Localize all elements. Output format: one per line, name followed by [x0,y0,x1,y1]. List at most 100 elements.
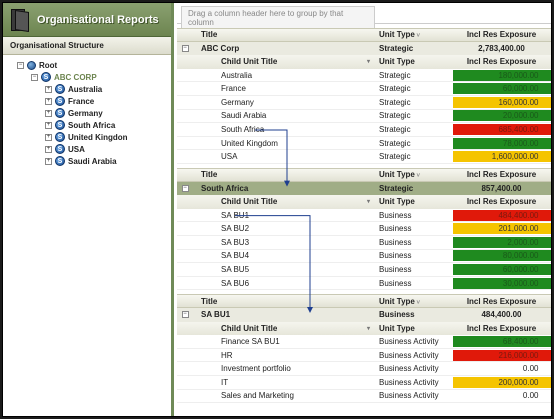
child-exposure-cell: 68,400.00 [450,335,551,347]
child-header-row: Child Unit Title ▾ Unit Type Incl Res Expos… [177,195,551,209]
tree-item-label: Root [39,60,58,70]
table-row[interactable]: USA Strategic 1,600,000.00 [177,150,551,164]
child-unit-type: Business [379,251,412,261]
table-row[interactable]: United Kingdom Strategic 78,000.00 [177,137,551,151]
child-unit-title: Investment portfolio [221,364,291,374]
expand-icon[interactable]: + [45,157,52,165]
table-row[interactable]: South Africa Strategic 685,400.00 [177,123,551,137]
exposure-value: 180,000.00 [452,69,551,81]
sort-icon[interactable]: ˅ [414,299,421,306]
strategic-unit-icon: S [55,132,65,142]
child-exposure-cell: 30,000.00 [450,277,551,289]
tree-item-label: ABC CORP [54,72,97,82]
column-header-unit-type: Unit Type [379,197,415,207]
table-row[interactable]: SA BU6 Business 30,000.00 [177,277,551,291]
exposure-value: 685,400.00 [452,123,551,135]
sort-icon[interactable]: ˅ [414,33,421,40]
table-row[interactable]: SA BU3 Business 2,000.00 [177,236,551,250]
child-unit-type: Business [379,237,412,247]
expand-icon[interactable]: + [45,97,52,105]
child-unit-title: Saudi Arabia [221,111,267,121]
child-unit-title: Sales and Marketing [221,391,294,401]
exposure-value: 0.00 [522,391,539,401]
group-by-area[interactable]: Drag a column header here to group by th… [177,3,551,30]
child-exposure-cell: 160,000.00 [450,96,551,108]
group-unit-type: Business [379,310,415,320]
column-header-unit-type: Unit Type ˅ [379,30,421,40]
sort-icon[interactable]: ˅ [414,173,421,180]
strategic-unit-icon: S [55,144,65,154]
tree-item-label: Germany [68,108,103,118]
column-header-unit-type: Unit Type [379,323,415,333]
tree-item-country[interactable]: + S United Kingdon [3,131,171,143]
collapse-icon[interactable]: − [181,311,189,319]
group-expander: − [177,184,193,192]
tree-item-label: USA [68,144,85,154]
table-row[interactable]: France Strategic 60,000.00 [177,82,551,96]
column-header-exposure: Incl Res Exposure [466,197,537,207]
child-unit-type: Strategic [379,152,411,162]
group-title: ABC Corp [201,43,240,53]
table-row[interactable]: Australia Strategic 180,000.00 [177,69,551,83]
expand-icon[interactable]: + [45,133,52,141]
tree-item-root[interactable]: − Root [3,59,171,71]
tree-item-country[interactable]: + S France [3,95,171,107]
table-row[interactable]: SA BU4 Business 80,000.00 [177,250,551,264]
collapse-icon[interactable]: − [17,61,24,69]
table-row[interactable]: Sales and Marketing Business Activity 0.00 [177,390,551,404]
table-row[interactable]: Investment portfolio Business Activity 0.0… [177,362,551,376]
column-header-unit-type: Unit Type ˅ [379,170,421,180]
child-exposure-cell: 484,400.00 [450,209,551,221]
table-row[interactable]: SA BU5 Business 60,000.00 [177,263,551,277]
group-row[interactable]: − South Africa Strategic 857,400.00 [177,181,551,196]
tree-item-country[interactable]: + S USA [3,143,171,155]
column-header-child-title: Child Unit Title ▾ [221,57,370,67]
child-exposure-cell: 0.00 [450,390,551,401]
org-tree-panel: Organisational Reports Organisational St… [3,3,174,416]
collapse-icon[interactable]: − [181,44,189,52]
sort-icon[interactable]: ▾ [366,325,370,332]
child-unit-title: HR [221,350,233,360]
child-exposure-cell: 200,000.00 [450,376,551,388]
child-unit-title: France [221,84,246,94]
strategic-unit-icon: S [55,120,65,130]
collapse-icon[interactable]: − [31,73,38,81]
child-exposure-cell: 20,000.00 [450,110,551,122]
tree-item-country[interactable]: + S South Africa [3,119,171,131]
group-by-hint: Drag a column header here to group by th… [181,6,375,30]
exposure-value: 20,000.00 [452,110,551,122]
child-unit-type: Strategic [379,84,411,94]
exposure-value: 78,000.00 [452,137,551,149]
tree-item-country[interactable]: + S Saudi Arabia [3,155,171,167]
group-row[interactable]: − ABC Corp Strategic 2,783,400.00 [177,41,551,56]
tree-item-abc-corp[interactable]: − S ABC CORP [3,71,171,83]
collapse-icon[interactable]: − [181,184,189,192]
expand-icon[interactable]: + [45,145,52,153]
sort-icon[interactable]: ▾ [366,199,370,206]
table-row[interactable]: HR Business Activity 216,000.00 [177,349,551,363]
tree-item-country[interactable]: + S Australia [3,83,171,95]
group-row[interactable]: − SA BU1 Business 484,400.00 [177,308,551,322]
child-exposure-cell: 60,000.00 [450,83,551,95]
tree-item-label: South Africa [68,120,116,130]
table-row[interactable]: IT Business Activity 200,000.00 [177,376,551,390]
group-expander: − [177,44,193,52]
org-tree: − Root − S ABC CORP + S Australia + S France + S Germ… [3,55,171,167]
child-unit-title: SA BU2 [221,224,250,234]
table-row[interactable]: Saudi Arabia Strategic 20,000.00 [177,110,551,124]
expand-icon[interactable]: + [45,109,52,117]
child-unit-title: SA BU5 [221,264,250,274]
child-exposure-cell: 180,000.00 [450,69,551,81]
child-unit-type: Business Activity [379,377,439,387]
sort-icon[interactable]: ▾ [366,59,370,66]
table-row[interactable]: Finance SA BU1 Business Activity 68,400.00 [177,335,551,349]
table-row[interactable]: SA BU2 Business 201,000.00 [177,222,551,236]
tree-item-country[interactable]: + S Germany [3,107,171,119]
table-row[interactable]: SA BU1 Business 484,400.00 [177,209,551,223]
table-row[interactable]: Germany Strategic 160,000.00 [177,96,551,110]
child-unit-title: United Kingdom [221,138,278,148]
column-header-exposure: Incl Res Exposure [466,30,537,40]
expand-icon[interactable]: + [45,85,52,93]
expand-icon[interactable]: + [45,121,52,129]
child-unit-type: Business Activity [379,350,439,360]
